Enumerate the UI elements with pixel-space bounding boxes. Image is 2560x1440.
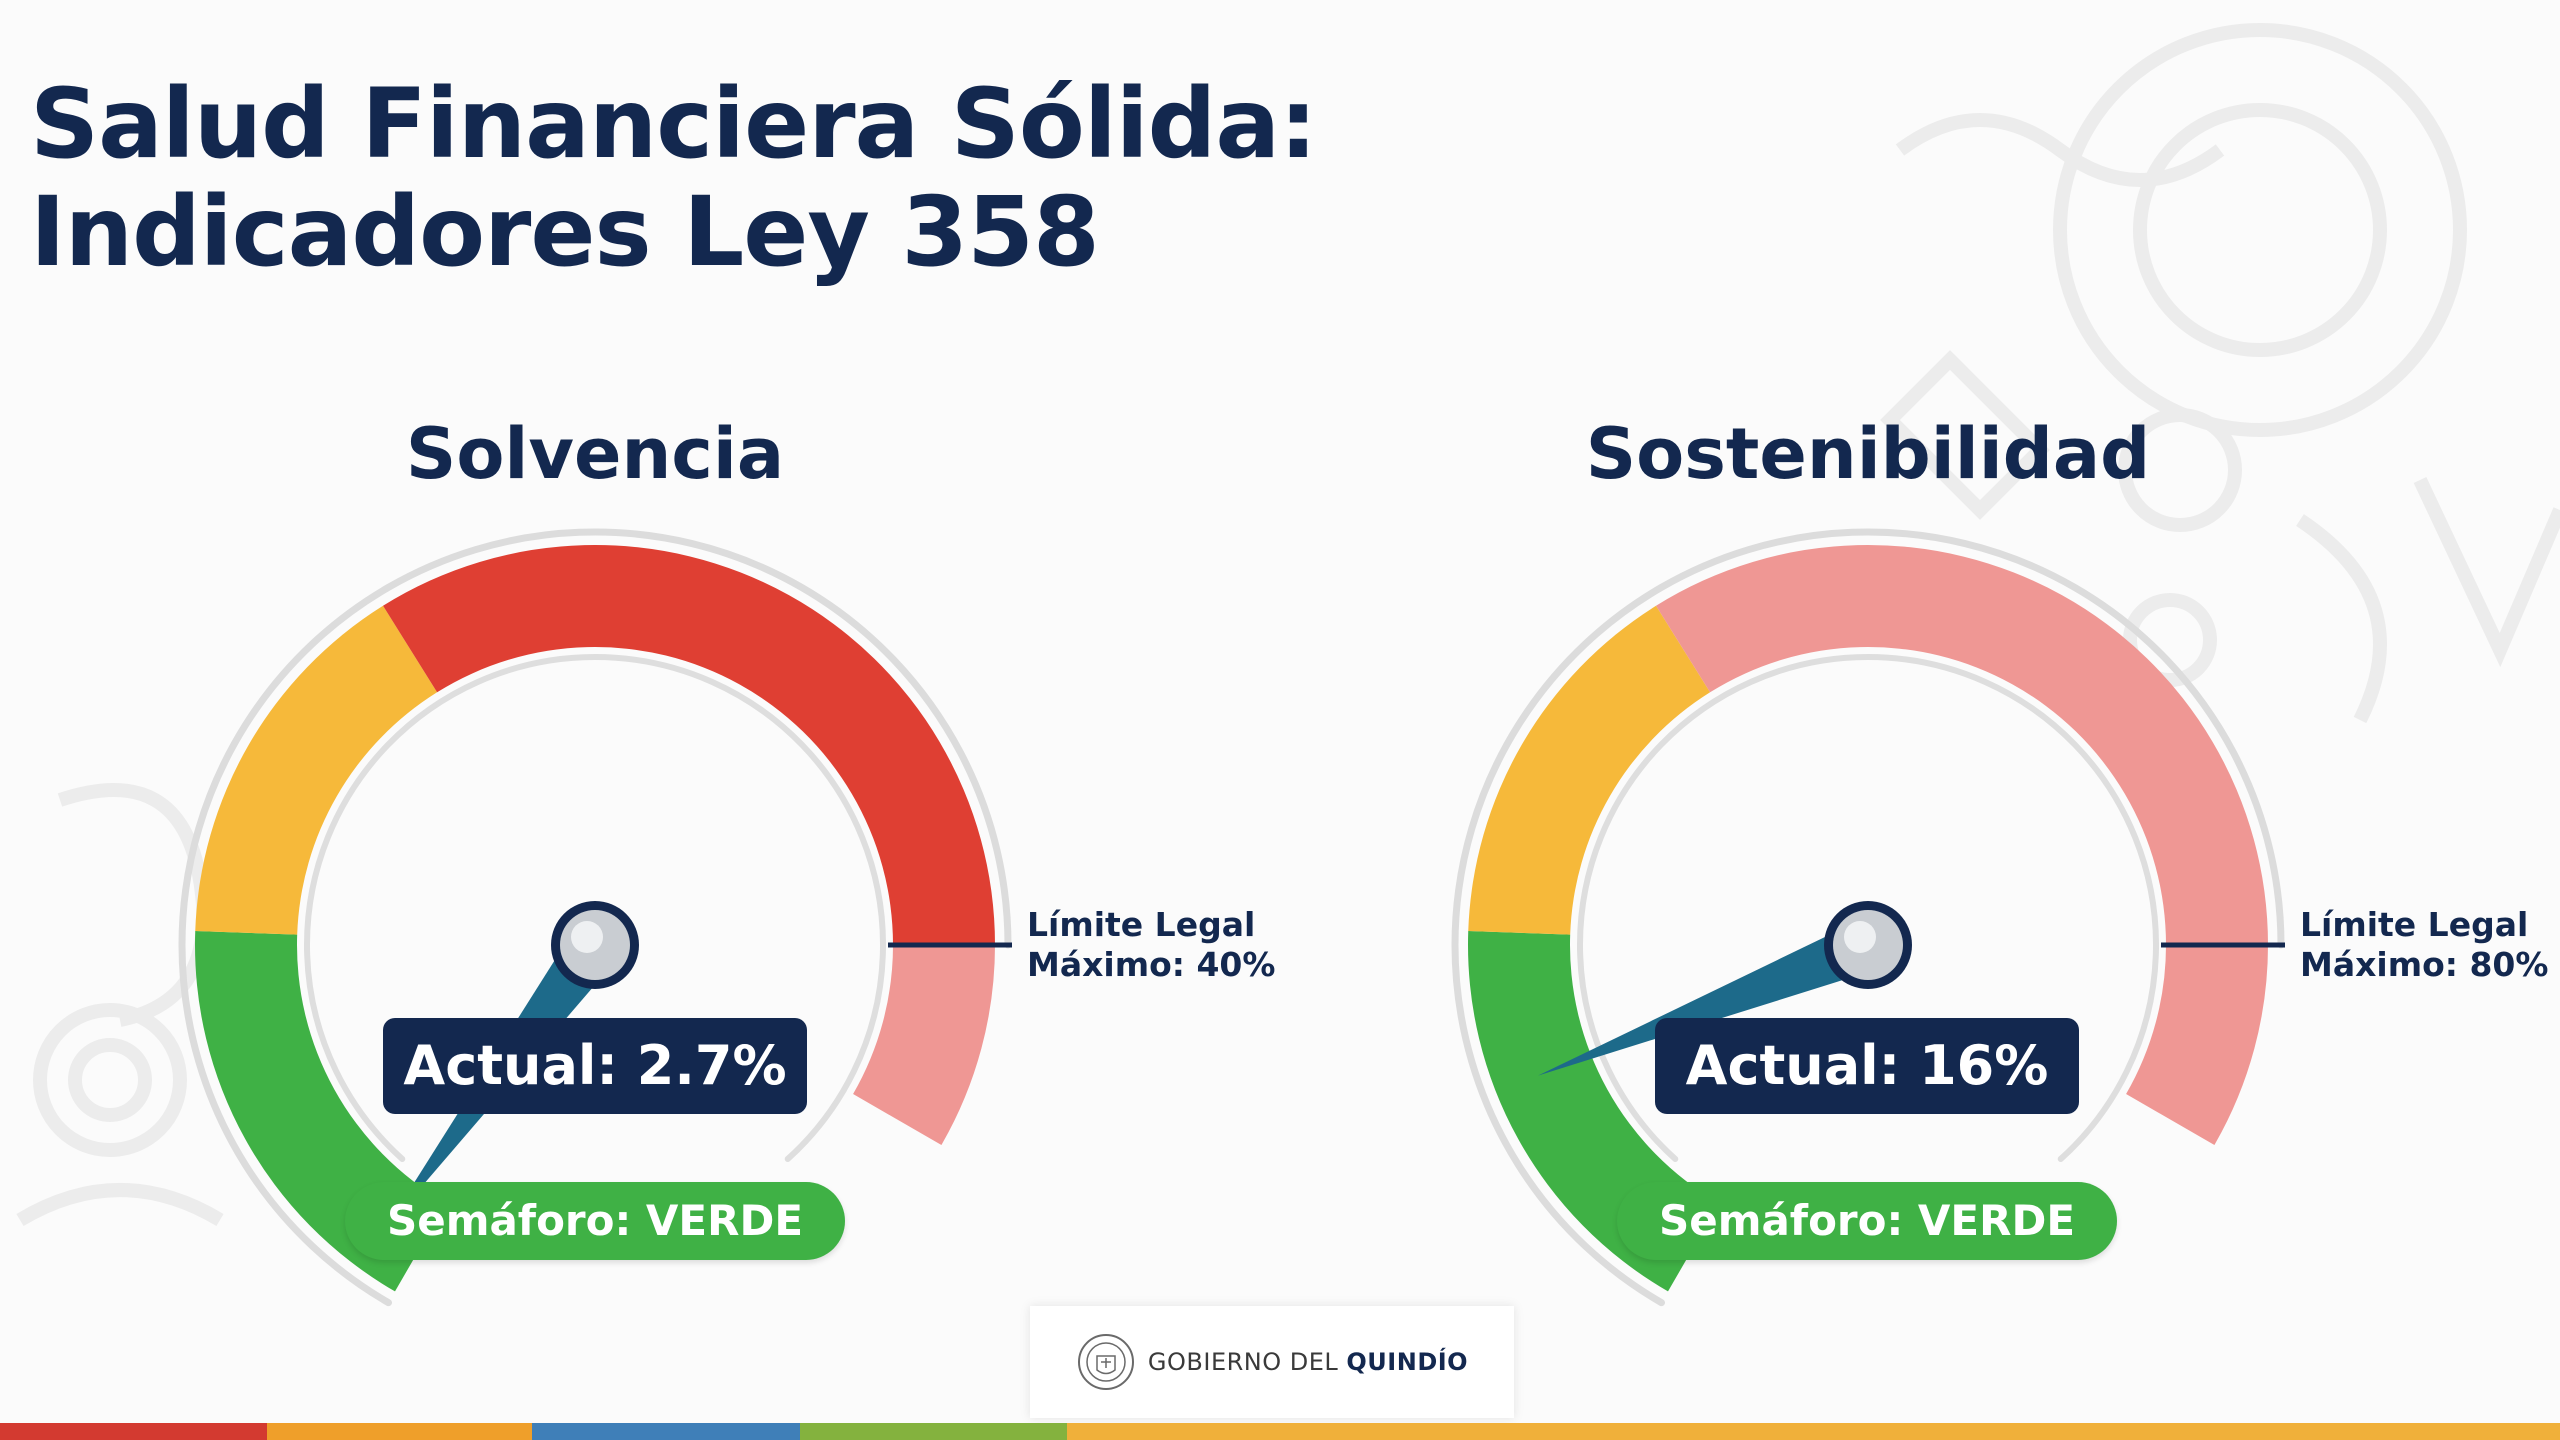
- page-title-line1: Salud Financiera Sólida:: [30, 68, 1318, 180]
- gauge-sostenibilidad-limit-label: Límite Legal Máximo: 80%: [2300, 905, 2548, 985]
- gauge-sostenibilidad-limit-line2: Máximo: 80%: [2300, 945, 2549, 984]
- gauge-sostenibilidad-needle-hub: [1824, 901, 1912, 989]
- gauge-sostenibilidad-inner-ring-arc: [1577, 654, 2159, 1163]
- gauge-solvencia-zone-red: [383, 544, 995, 945]
- gauge-solvencia-status-badge: Semáforo: VERDE: [345, 1182, 845, 1260]
- gauge-sostenibilidad-zone-exceeded: [2126, 945, 2268, 1145]
- gauge-solvencia-outer-ring-arc: [178, 528, 1012, 1307]
- gauge-solvencia-outer-ring: [178, 528, 1012, 1307]
- gauge-solvencia-needle-hub: [551, 901, 639, 989]
- gauge-sostenibilidad-hub-highlight: [1844, 921, 1876, 953]
- gauge-sostenibilidad-zone-red: [1656, 544, 2268, 945]
- gauge-solvencia-hub-highlight: [571, 921, 603, 953]
- footer-color-segment: [0, 1423, 267, 1440]
- footer-color-segment: [800, 1423, 1067, 1440]
- footer-color-bar: [0, 1423, 2560, 1440]
- gauge-sostenibilidad-limit-line1: Límite Legal: [2300, 905, 2529, 944]
- gauge-solvencia-actual-label: Actual: 2.7%: [383, 1018, 807, 1114]
- gauge-sostenibilidad-actual-label: Actual: 16%: [1655, 1018, 2079, 1114]
- footer-brand-prefix: GOBIERNO DEL: [1147, 1348, 1347, 1376]
- gauge-sostenibilidad-status-badge: Semáforo: VERDE: [1617, 1182, 2117, 1260]
- gauge-solvencia-limit-label: Límite Legal Máximo: 40%: [1027, 905, 1275, 985]
- gauge-sostenibilidad-outer-ring-arc: [1451, 528, 2285, 1307]
- gobierno-seal-icon: [1077, 1334, 1134, 1390]
- footer-color-segment: [532, 1423, 800, 1440]
- gauge-solvencia-zone-yellow: [195, 605, 438, 935]
- footer-color-segment: [267, 1423, 532, 1440]
- gauge-sostenibilidad-zone-yellow: [1468, 605, 1711, 935]
- gauge-sostenibilidad-inner-ring: [1577, 654, 2159, 1163]
- gauge-sostenibilidad-needle: [1537, 920, 1878, 1076]
- gauge-solvencia-limit-line2: Máximo: 40%: [1027, 945, 1276, 984]
- gauge-solvencia-inner-ring: [304, 654, 886, 1163]
- footer-color-segment: [1067, 1423, 2560, 1440]
- gauge-sostenibilidad-title: Sostenibilidad: [1585, 413, 2151, 495]
- gauge-solvencia-inner-ring-arc: [304, 654, 886, 1163]
- gauge-solvencia-limit-line1: Límite Legal: [1027, 905, 1256, 944]
- gauge-sostenibilidad-outer-ring: [1451, 528, 2285, 1307]
- gauge-solvencia-title: Solvencia: [405, 413, 785, 495]
- gauge-solvencia-zone-exceeded: [853, 945, 995, 1145]
- page-title-line2: Indicadores Ley 358: [30, 176, 1100, 288]
- footer-brand-text: GOBIERNO DEL QUINDÍO: [1148, 1348, 1468, 1376]
- footer-brand-name: QUINDÍO: [1346, 1348, 1469, 1376]
- page-title: Salud Financiera Sólida: Indicadores Ley…: [30, 68, 1318, 288]
- footer-brand: GOBIERNO DEL QUINDÍO: [1030, 1306, 1514, 1418]
